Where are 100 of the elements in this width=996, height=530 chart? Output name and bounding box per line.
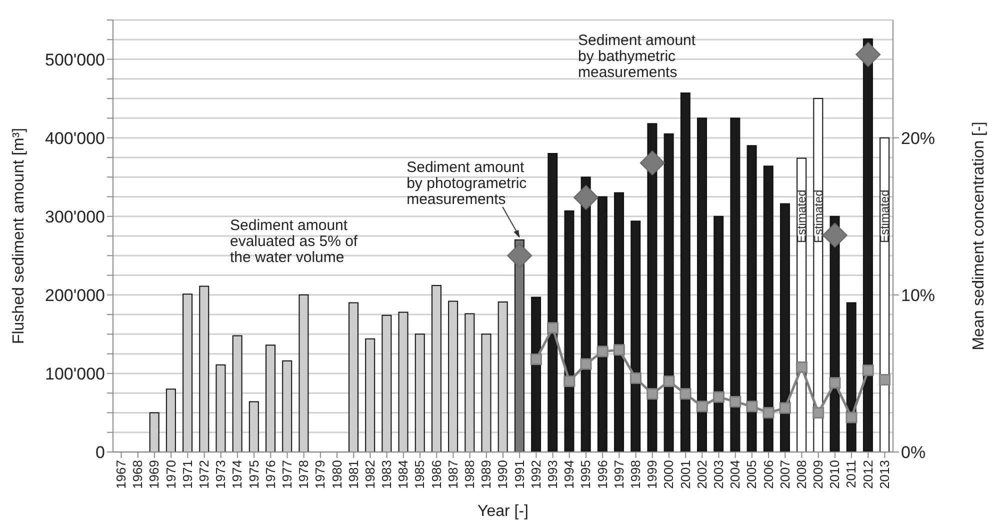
y-tick-label: 0 bbox=[96, 443, 105, 462]
point bbox=[547, 322, 559, 334]
bar bbox=[531, 296, 542, 452]
y2-tick-label: 10% bbox=[901, 286, 936, 305]
bar bbox=[846, 302, 856, 452]
bar bbox=[597, 196, 608, 452]
x-tick-label: 1996 bbox=[594, 460, 610, 489]
x-tick-label: 2007 bbox=[777, 460, 792, 489]
point bbox=[663, 376, 675, 388]
point bbox=[812, 406, 824, 418]
x-tick-label: 1988 bbox=[462, 460, 478, 489]
bar bbox=[664, 133, 674, 452]
x-tick-label: 1990 bbox=[495, 460, 510, 489]
x-tick-label: 1998 bbox=[628, 460, 643, 489]
x-tick-label: 1983 bbox=[379, 460, 394, 489]
x-tick-label: 1970 bbox=[163, 460, 178, 489]
x-tick-label: 2001 bbox=[678, 460, 693, 489]
x-tick-label: 1993 bbox=[545, 460, 560, 489]
annotation: Estimated bbox=[794, 190, 809, 244]
x-tick-label: 1977 bbox=[279, 460, 294, 489]
bar bbox=[714, 216, 724, 452]
x-tick-label: 2000 bbox=[661, 460, 676, 489]
x-tick-label: 1999 bbox=[644, 460, 660, 489]
x-tick-label: 2011 bbox=[844, 460, 859, 488]
y-tick-label: 100'000 bbox=[45, 364, 105, 384]
x-tick-label: 1972 bbox=[196, 460, 212, 489]
y2-tick-label: 0% bbox=[901, 443, 926, 462]
point bbox=[573, 185, 598, 210]
x-tick-label: 1982 bbox=[362, 460, 378, 489]
bar bbox=[746, 145, 757, 452]
bar bbox=[614, 192, 624, 452]
point bbox=[646, 388, 658, 400]
point bbox=[746, 400, 758, 412]
y-axis-title: Flushed sediment amount [m³] bbox=[10, 128, 28, 344]
point bbox=[613, 344, 625, 356]
x-tick-label: 2008 bbox=[794, 460, 809, 489]
y-tick-label: 200'000 bbox=[45, 286, 105, 305]
annotation: Sediment amount evaluated as 5% of the water volume bbox=[230, 217, 358, 266]
point bbox=[862, 364, 874, 376]
x-tick-label: 1994 bbox=[562, 460, 577, 489]
y2-axis-title: Mean sediment concentration [-] bbox=[970, 122, 988, 350]
point bbox=[630, 372, 642, 384]
x-tick-label: 1984 bbox=[396, 460, 411, 489]
x-tick-label: 1978 bbox=[296, 460, 312, 489]
bar bbox=[564, 210, 574, 452]
bar bbox=[548, 153, 558, 452]
x-tick-label: 1985 bbox=[412, 460, 428, 489]
bar bbox=[780, 203, 790, 452]
x-tick-label: 1987 bbox=[445, 460, 460, 489]
bar bbox=[763, 166, 774, 452]
x-tick-label: 1986 bbox=[428, 460, 444, 489]
x-tick-label: 1975 bbox=[246, 460, 262, 489]
point bbox=[564, 376, 576, 388]
annotation: Estimated bbox=[811, 190, 826, 244]
x-tick-label: 1973 bbox=[213, 460, 228, 489]
annotation: Sediment amount by photogrametric measurements bbox=[406, 158, 528, 208]
x-tick-label: 2012 bbox=[860, 460, 876, 489]
point bbox=[779, 402, 791, 414]
x-tick-label: 2003 bbox=[710, 460, 726, 489]
x-tick-label: 1969 bbox=[146, 460, 162, 489]
y-tick-label: 500'000 bbox=[45, 50, 105, 70]
point bbox=[829, 377, 841, 389]
x-tick-label: 1968 bbox=[130, 460, 146, 489]
x-tick-label: 1967 bbox=[114, 460, 129, 489]
bar bbox=[813, 98, 824, 452]
point bbox=[878, 374, 890, 386]
point bbox=[507, 243, 532, 268]
x-tick-label: 2013 bbox=[876, 460, 892, 489]
point bbox=[530, 354, 542, 366]
point bbox=[822, 222, 848, 248]
bar bbox=[862, 38, 873, 452]
x-tick-label: 1992 bbox=[528, 460, 544, 489]
x-tick-label: 2009 bbox=[810, 460, 826, 489]
x-tick-label: 1976 bbox=[262, 460, 278, 489]
bar bbox=[630, 220, 641, 452]
bar bbox=[680, 92, 690, 452]
x-tick-label: 1995 bbox=[578, 460, 594, 489]
bar bbox=[697, 118, 707, 452]
point bbox=[846, 412, 858, 424]
x-tick-label: 2002 bbox=[694, 460, 710, 489]
point bbox=[730, 396, 742, 408]
x-tick-label: 1991 bbox=[512, 460, 527, 489]
point bbox=[640, 150, 665, 176]
x-tick-label: 2004 bbox=[728, 460, 743, 489]
x-tick-label: 1979 bbox=[312, 460, 328, 489]
x-tick-label: 1980 bbox=[329, 460, 344, 489]
point bbox=[696, 400, 708, 412]
point bbox=[680, 388, 692, 400]
annotation: Estimated bbox=[878, 190, 892, 244]
x-tick-label: 1971 bbox=[180, 460, 195, 489]
y2-tick-label: 20% bbox=[901, 128, 936, 148]
x-axis-title: Year [-] bbox=[478, 503, 528, 520]
bar bbox=[730, 118, 740, 452]
point bbox=[762, 406, 774, 418]
point bbox=[580, 358, 592, 370]
annotation: Sediment amount by bathymetric measurements bbox=[578, 32, 696, 81]
point bbox=[796, 361, 808, 373]
y-tick-label: 300'000 bbox=[45, 207, 105, 226]
x-tick-label: 2005 bbox=[744, 460, 760, 489]
point bbox=[856, 42, 881, 68]
